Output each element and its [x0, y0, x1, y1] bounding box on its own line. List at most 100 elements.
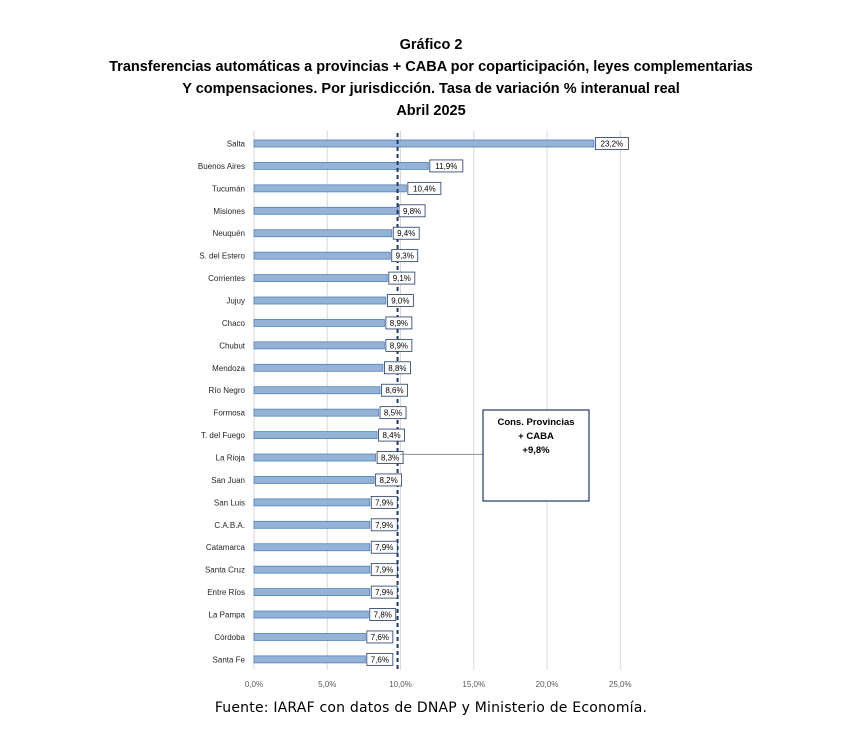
- value-label: 8,9%: [390, 319, 408, 328]
- value-label: 8,9%: [390, 341, 408, 350]
- value-label-box: [370, 540, 398, 554]
- bar-chart: Salta Buenos Aires Tucumán Misiones Neuquén S…: [198, 131, 632, 689]
- category-label: Santa Fe: [213, 655, 246, 664]
- value-label: 9,8%: [403, 207, 421, 216]
- value-label-box: [407, 181, 442, 195]
- category-label: T. del Fuego: [201, 431, 246, 440]
- chart-title-line-2: Y compensaciones. Por jurisdicción. Tasa…: [182, 81, 680, 97]
- category-label: San Juan: [211, 476, 245, 485]
- value-label-box: [366, 652, 394, 666]
- bar: [253, 229, 393, 238]
- value-label: 8,3%: [381, 454, 399, 463]
- value-label: 9,3%: [396, 252, 414, 261]
- bar: [253, 453, 376, 462]
- category-label: Jujuy: [226, 297, 245, 306]
- category-label: Salta: [227, 140, 246, 149]
- annotation-group: Cons. Provincias + CABA +9,8%: [399, 409, 590, 502]
- x-tick-label: 5,0%: [318, 680, 336, 689]
- x-tick-label: 25,0%: [609, 680, 632, 689]
- category-label: Formosa: [213, 409, 245, 418]
- chart-title-block: Gráfico 2 Transferencias automáticas a p…: [0, 34, 862, 122]
- category-label: Corrientes: [208, 274, 245, 283]
- bar: [253, 206, 398, 215]
- value-label-box: [370, 495, 398, 509]
- category-label: Chubut: [219, 341, 246, 350]
- bar: [253, 520, 371, 529]
- x-tick-label: 15,0%: [462, 680, 485, 689]
- chart-period: Abril 2025: [396, 103, 466, 119]
- value-label: 7,6%: [371, 655, 389, 664]
- bar: [253, 386, 381, 395]
- category-label: Río Negro: [209, 386, 246, 395]
- value-label: 7,9%: [375, 566, 393, 575]
- chart-title-line-1: Transferencias automáticas a provincias …: [109, 59, 753, 75]
- category-label: Buenos Aires: [198, 162, 245, 171]
- category-label: San Luis: [214, 498, 245, 507]
- value-label: 7,9%: [375, 498, 393, 507]
- value-label: 9,4%: [397, 229, 415, 238]
- category-label: Misiones: [213, 207, 245, 216]
- value-label: 10,4%: [413, 184, 436, 193]
- bar: [253, 341, 385, 350]
- annotation-text: +9,8%: [522, 445, 550, 456]
- bar: [253, 251, 391, 260]
- value-label: 8,8%: [388, 364, 406, 373]
- value-label-box: [384, 361, 411, 375]
- value-label-box: [385, 316, 413, 330]
- value-label-box: [376, 451, 404, 464]
- bar: [253, 543, 371, 552]
- bar: [253, 431, 378, 439]
- value-label-box: [594, 137, 629, 150]
- bar: [253, 610, 369, 619]
- value-label: 8,2%: [380, 476, 398, 485]
- value-label: 8,4%: [382, 431, 400, 440]
- value-label-box: [385, 338, 413, 352]
- value-label-box: [391, 249, 419, 263]
- value-label-box: [375, 473, 403, 487]
- category-label: Santa Cruz: [205, 566, 245, 575]
- value-label: 7,9%: [375, 588, 393, 597]
- bar: [253, 565, 371, 574]
- category-label: Chaco: [222, 319, 246, 328]
- figure-label: Gráfico 2: [399, 37, 463, 53]
- x-tick-label: 0,0%: [245, 680, 263, 689]
- annotation-box: [482, 409, 590, 502]
- source-note: Fuente: IARAF con datos de DNAP y Minist…: [214, 700, 648, 716]
- value-label-box: [370, 563, 398, 577]
- category-label: La Pampa: [209, 611, 246, 620]
- bar: [253, 319, 385, 327]
- value-label: 7,9%: [375, 543, 393, 552]
- grid-lines: [253, 131, 621, 670]
- x-tick-label: 20,0%: [536, 680, 559, 689]
- value-label-box: [398, 204, 426, 218]
- bar: [253, 184, 407, 193]
- bar: [253, 296, 387, 305]
- bar: [253, 408, 379, 417]
- value-label-box: [381, 383, 408, 397]
- value-label: 7,8%: [374, 611, 392, 620]
- bar: [253, 476, 375, 484]
- annotation-text: + CABA: [518, 431, 554, 442]
- bar: [253, 363, 384, 372]
- annotation-text: Cons. Provincias: [497, 417, 574, 428]
- category-label: Mendoza: [212, 364, 245, 373]
- value-label-box: [379, 406, 407, 420]
- value-labels: 23,2% 11,9% 10,4% 9,8% 9,4% 9,3% 9,1% 9,0% 8,9% 8…: [366, 137, 629, 666]
- value-label-box: [378, 428, 405, 442]
- value-label: 23,2%: [601, 140, 624, 149]
- x-axis-tick-labels: 0,0% 5,0% 10,0% 15,0% 20,0% 25,0%: [245, 680, 632, 689]
- category-label: Tucumán: [212, 184, 245, 193]
- bar: [253, 162, 429, 170]
- bar: [253, 588, 371, 596]
- value-label-box: [370, 585, 398, 599]
- category-label: Catamarca: [206, 543, 246, 552]
- category-label: S. del Estero: [199, 252, 245, 261]
- value-label: 9,0%: [391, 297, 409, 306]
- value-label: 8,6%: [385, 386, 403, 395]
- value-label: 11,9%: [435, 162, 457, 171]
- value-label-box: [388, 271, 416, 285]
- bar: [253, 655, 366, 664]
- value-label-box: [369, 608, 397, 621]
- value-label: 8,5%: [384, 409, 402, 418]
- bar: [253, 633, 366, 641]
